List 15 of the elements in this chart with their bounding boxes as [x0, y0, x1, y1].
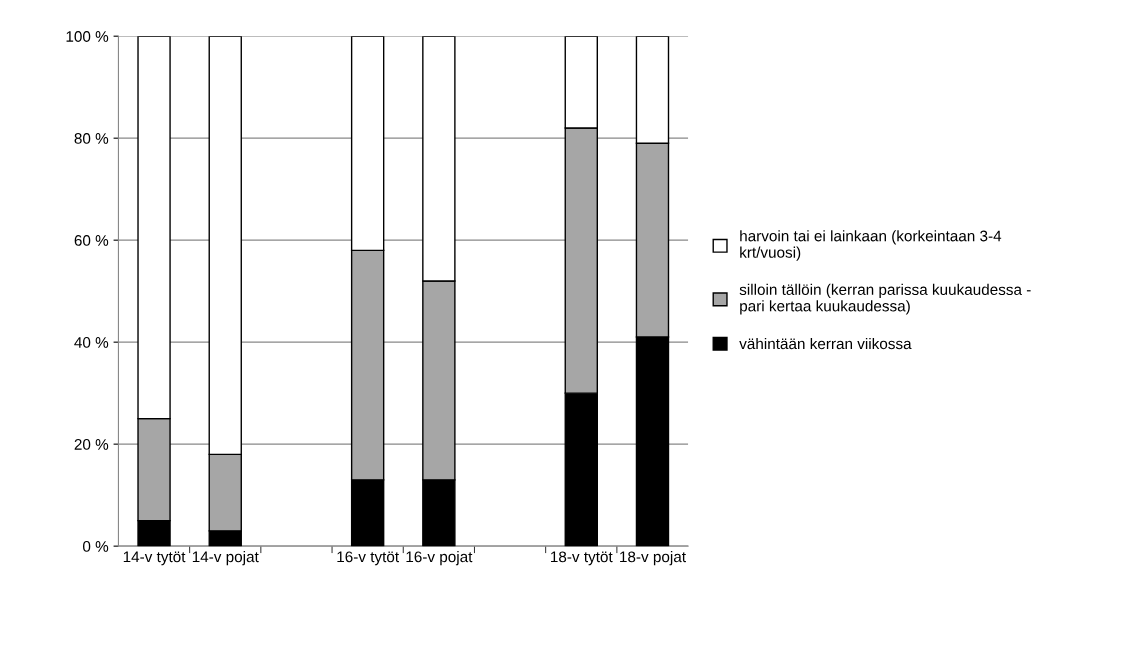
- x-tick-label: 16-v pojat: [406, 551, 473, 566]
- legend-label: silloin tällöin (kerran parissa kuukaudessa - pari kertaa kuukaudessa): [739, 283, 1031, 315]
- y-tick-label: 40 %: [74, 337, 109, 348]
- y-tick-label: 60 %: [74, 235, 109, 246]
- legend-label: vähintään kerran viikossa: [739, 337, 912, 350]
- y-tick-label: 100 %: [66, 31, 109, 42]
- y-tick-label: 20 %: [74, 439, 109, 450]
- x-tick-label: 14-v pojat: [192, 551, 259, 566]
- y-tick-label: 80 %: [74, 133, 109, 144]
- x-tick-label: 18-v tytöt: [551, 551, 613, 566]
- x-tick-label: 14-v tytöt: [123, 551, 186, 566]
- y-tick-label: 0 %: [82, 541, 109, 552]
- legend-label: harvoin tai ei lainkaan (korkeintaan 3-4 krt/vuosi): [740, 230, 1002, 261]
- x-tick-label: 16-v tytöt: [337, 551, 399, 566]
- x-tick-label: 18-v pojat: [620, 551, 686, 566]
